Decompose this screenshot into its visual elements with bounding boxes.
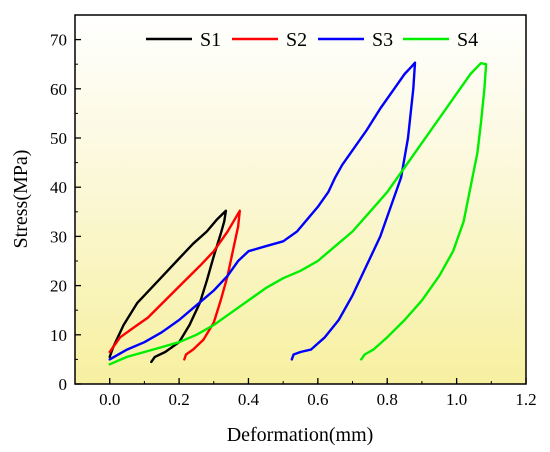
plot-background	[75, 15, 526, 384]
x-tick-label: 0.4	[238, 390, 260, 409]
x-axis-ticks: 0.0 0.2 0.4 0.6 0.8 1.0 1.2	[74, 378, 537, 409]
x-tick-label: 0.6	[307, 390, 328, 409]
legend-label-s1: S1	[200, 29, 221, 51]
y-tick-label: 60	[50, 80, 67, 99]
legend-label-s3: S3	[372, 29, 393, 51]
series-line-s2	[108, 209, 241, 361]
x-tick-label: 1.0	[446, 390, 467, 409]
x-tick-label: 1.2	[515, 390, 536, 409]
series-line-s3	[108, 61, 417, 361]
legend-label-s4: S4	[457, 29, 478, 51]
legend-label-s2: S2	[286, 29, 307, 51]
x-tick-label: 0.8	[377, 390, 398, 409]
y-axis-title: Stress(MPa)	[10, 150, 32, 249]
x-tick-label: 0.0	[99, 390, 120, 409]
plot-frame	[74, 14, 527, 385]
x-tick-label: 0.2	[168, 390, 189, 409]
y-tick-label: 50	[50, 129, 67, 148]
y-tick-label: 20	[50, 277, 67, 296]
y-tick-label: 40	[50, 178, 67, 197]
y-tick-label: 10	[50, 326, 67, 345]
y-axis-ticks: 0 10 20 30 40 50 60 70	[50, 31, 81, 394]
y-tick-label: 70	[50, 31, 67, 50]
series-line-s1	[108, 209, 228, 364]
legend: S1 S2 S3 S4	[146, 29, 478, 51]
x-axis-title: Deformation(mm)	[227, 424, 374, 446]
series-layer	[108, 61, 488, 366]
series-line-s4	[108, 62, 488, 366]
y-tick-label: 30	[50, 227, 67, 246]
y-tick-label: 0	[59, 375, 68, 394]
